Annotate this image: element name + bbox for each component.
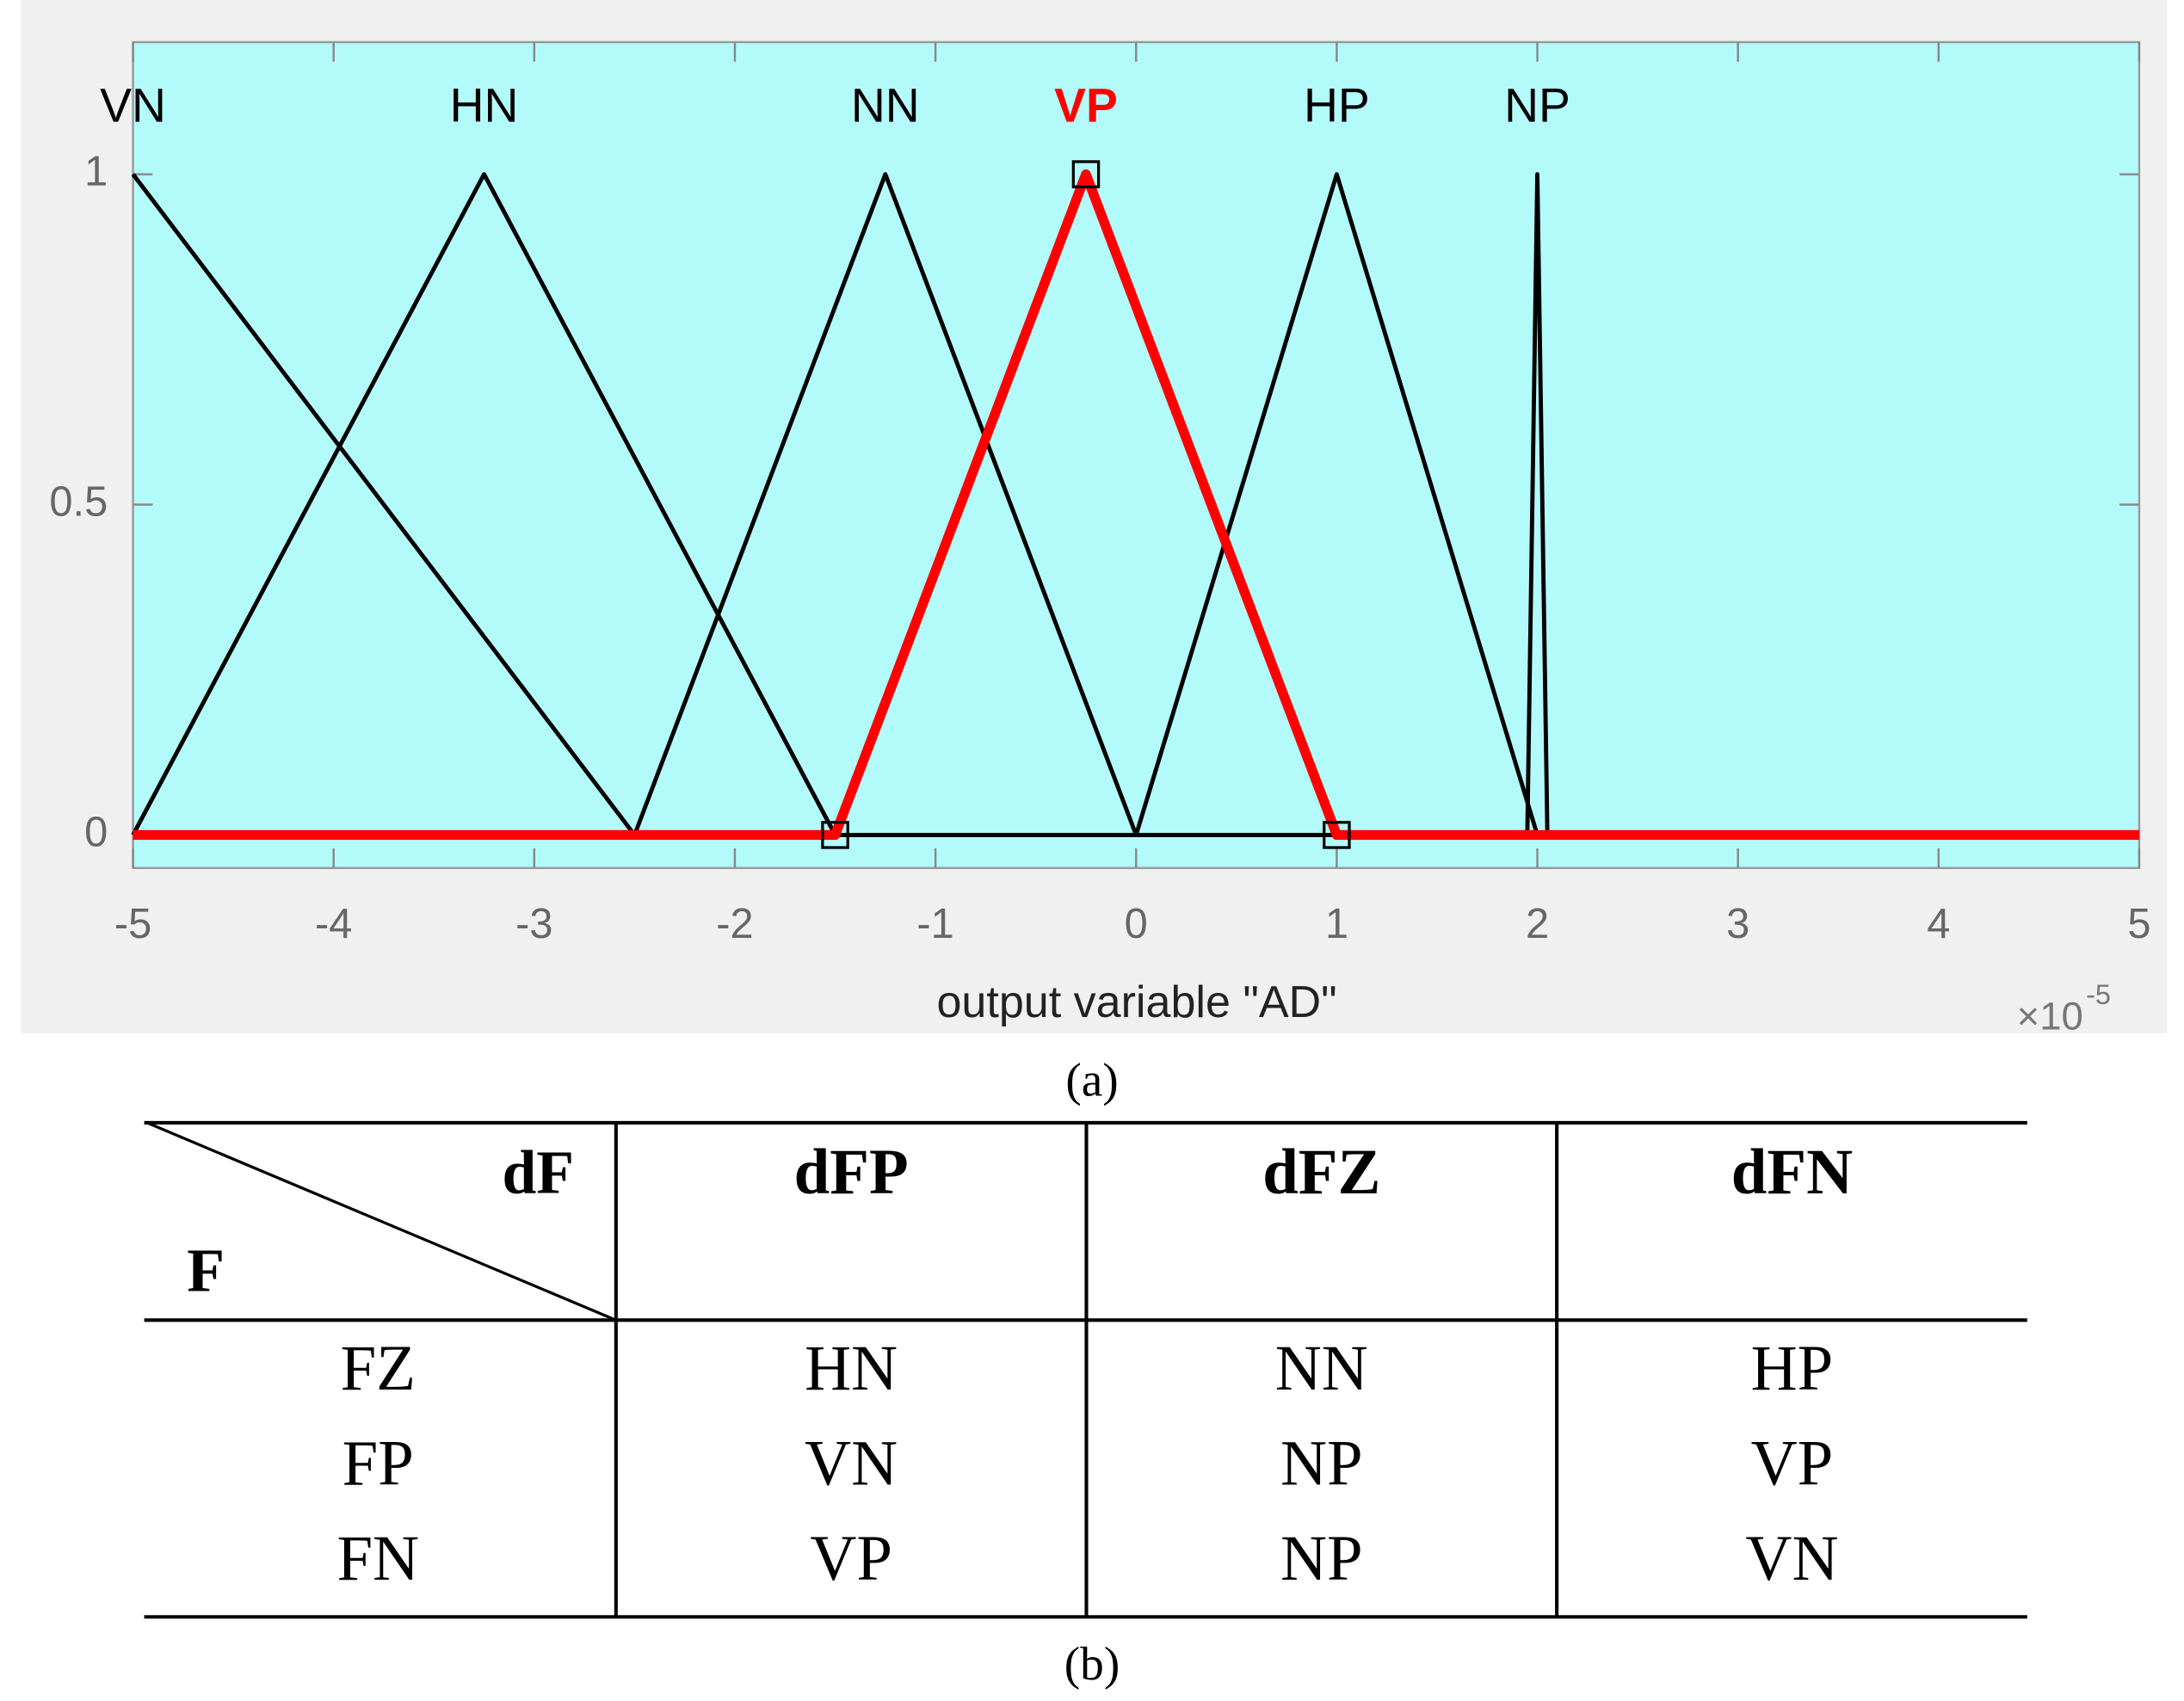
series-label: VP (1054, 79, 1118, 133)
x-tick-label: -2 (716, 901, 753, 947)
y-tick-label: 0.5 (49, 478, 108, 525)
x-tick-label: 0 (1125, 901, 1148, 947)
vertex-marker (1071, 160, 1101, 188)
table-cell: NP (1280, 1523, 1363, 1594)
series-label: VN (100, 79, 166, 133)
vertex-marker (821, 821, 849, 849)
x-tick-label: 5 (2127, 901, 2150, 947)
y-tick-label: 1 (84, 148, 108, 194)
column-header: dFN (1731, 1137, 1853, 1208)
table-cell: FP (342, 1428, 414, 1500)
x-tick-label: -3 (515, 901, 552, 947)
table-cell: FN (336, 1523, 419, 1594)
column-header: dFZ (1262, 1137, 1380, 1208)
caption: (a) (1065, 1054, 1118, 1106)
caption: (b) (1064, 1637, 1120, 1690)
x-multiplier: ×10 (2017, 995, 2083, 1038)
membership-line (133, 169, 2139, 841)
plot-area (132, 40, 2141, 870)
table-cell: NP (1280, 1428, 1363, 1500)
table-cell: HP (1751, 1333, 1834, 1404)
table-cell: VP (810, 1523, 892, 1594)
table-rules (144, 1120, 2027, 1619)
x-tick-label: -1 (916, 901, 953, 947)
table-cell: HN (805, 1333, 898, 1404)
series-label: NN (851, 79, 920, 133)
x-tick-label: 3 (1726, 901, 1749, 947)
series-label: NP (1504, 79, 1570, 133)
x-axis-label: output variable "AD" (936, 977, 1336, 1027)
table-cell: VP (1751, 1428, 1834, 1500)
x-exponent: -5 (2086, 979, 2111, 1010)
corner-header: F (187, 1236, 225, 1304)
x-tick-label: -4 (315, 901, 352, 947)
x-tick-label: 4 (1927, 901, 1950, 947)
table-cell: FZ (341, 1333, 416, 1404)
series-label: HP (1304, 79, 1370, 133)
x-tick-label: 2 (1526, 901, 1549, 947)
corner-header: dF (503, 1138, 575, 1206)
x-tick-label: -5 (114, 901, 151, 947)
table-cell: VN (805, 1428, 898, 1500)
x-tick-label: 1 (1325, 901, 1348, 947)
diagonal (146, 1121, 617, 1322)
column-header: dFP (794, 1137, 909, 1208)
table-cell: VN (1745, 1523, 1838, 1594)
series-label: HN (450, 79, 519, 133)
vertex-marker (1323, 821, 1351, 849)
table-cell: NN (1275, 1333, 1368, 1404)
y-tick-label: 0 (84, 809, 108, 855)
